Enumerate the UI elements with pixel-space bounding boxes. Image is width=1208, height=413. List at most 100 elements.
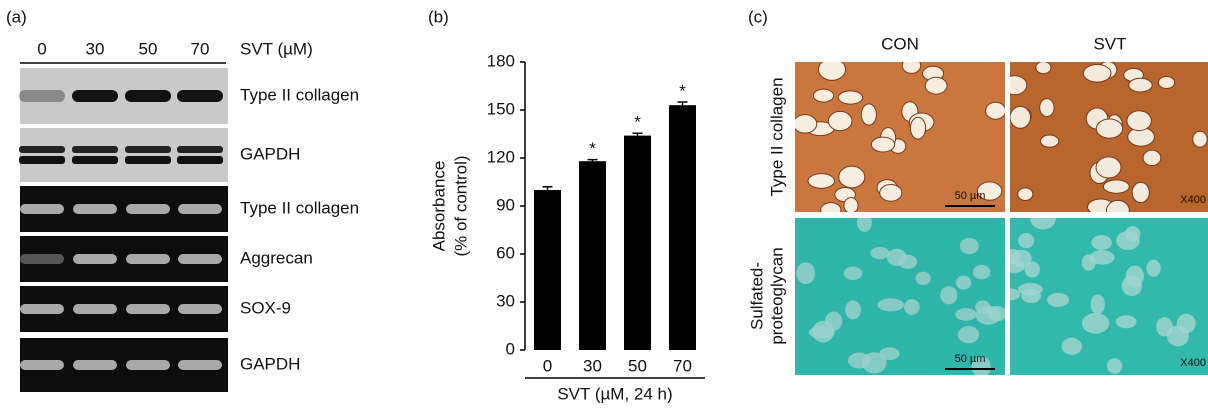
treatment-label: SVT (µM) <box>240 39 313 58</box>
band <box>19 146 65 153</box>
band <box>177 156 223 164</box>
cell <box>1121 275 1143 297</box>
cell <box>940 286 958 305</box>
cell <box>987 305 1005 322</box>
cell <box>915 271 931 286</box>
band <box>72 146 118 153</box>
cell <box>1095 118 1124 139</box>
cell <box>1035 62 1052 75</box>
y-tick-label: 120 <box>487 147 515 166</box>
cell <box>860 103 877 126</box>
x-tick-label: 70 <box>673 356 692 375</box>
cell <box>1010 249 1032 267</box>
significance: * <box>634 113 641 132</box>
micrograph <box>795 62 1005 212</box>
cell <box>1024 261 1041 278</box>
cell <box>1039 98 1055 118</box>
cell <box>1126 110 1152 132</box>
y-tick-label: 30 <box>496 291 515 310</box>
scale-bar-label: 50 µm <box>955 353 986 365</box>
cell <box>898 254 918 269</box>
cell <box>1017 187 1034 202</box>
cell <box>1192 130 1208 148</box>
y-tick-label: 60 <box>496 243 515 262</box>
band <box>72 156 118 164</box>
error-bar <box>677 101 688 106</box>
column-header: SVT <box>1093 34 1126 53</box>
band <box>178 304 222 314</box>
y-tick-label: 150 <box>487 99 515 118</box>
error-bar <box>632 132 643 136</box>
row-label: SOX-9 <box>240 298 291 317</box>
blot <box>20 128 228 182</box>
band <box>178 204 222 214</box>
micrograph <box>1010 62 1208 212</box>
cell <box>1102 179 1130 194</box>
cell <box>1091 235 1113 251</box>
band <box>19 156 65 164</box>
cell <box>901 62 922 74</box>
bar <box>624 135 651 350</box>
cell <box>827 110 853 132</box>
lane-label: 50 <box>139 39 158 58</box>
x-tick-label: 30 <box>583 356 602 375</box>
band <box>73 204 117 214</box>
cell <box>1061 337 1083 355</box>
x-tick-label: 0 <box>543 356 552 375</box>
cell <box>862 352 887 374</box>
band <box>125 90 171 102</box>
row-label: GAPDH <box>240 144 300 163</box>
cell <box>837 90 864 105</box>
cell <box>796 262 816 285</box>
cell <box>817 62 847 81</box>
cell <box>795 114 818 134</box>
cell <box>924 76 948 95</box>
cell <box>1018 282 1043 296</box>
cell <box>955 308 977 321</box>
magnification: X400 <box>1180 357 1206 369</box>
row-label: Type II collagen <box>240 85 359 104</box>
y-tick-label: 90 <box>496 195 515 214</box>
band <box>73 304 117 314</box>
cell <box>1081 254 1096 271</box>
cell <box>909 116 927 140</box>
band <box>73 360 117 370</box>
cell <box>1131 181 1150 204</box>
cell <box>843 266 863 281</box>
cell <box>959 237 979 255</box>
micrograph <box>1010 218 1208 375</box>
band <box>72 90 118 102</box>
band <box>19 90 65 102</box>
cell <box>838 165 866 189</box>
cell <box>1010 105 1032 129</box>
x-axis-label: SVT (µM, 24 h) <box>557 384 672 403</box>
row-label: Type II collagen <box>767 77 786 196</box>
cell <box>971 356 991 375</box>
cell <box>1030 218 1056 230</box>
band <box>20 360 64 370</box>
cell <box>1157 75 1176 90</box>
band <box>20 304 64 314</box>
cell <box>957 326 980 344</box>
band <box>177 146 223 153</box>
panel-label: (c) <box>748 7 768 26</box>
cell <box>1010 288 1021 301</box>
cell <box>845 300 861 320</box>
band <box>126 204 170 214</box>
micrograph <box>795 218 1005 375</box>
row-label: Type II collagen <box>240 198 359 217</box>
y-axis-label: (% of control) <box>451 155 470 256</box>
cell <box>807 173 836 189</box>
cell <box>879 184 903 202</box>
cell <box>843 197 859 212</box>
x-tick-label: 50 <box>628 356 647 375</box>
panel-label: (b) <box>428 7 449 26</box>
cell <box>1128 77 1153 93</box>
cell <box>1010 75 1028 96</box>
cell <box>857 218 872 233</box>
significance: * <box>679 81 686 100</box>
row-label: proteoglycan <box>767 247 786 344</box>
band <box>126 360 170 370</box>
scale-bar-label: 50 µm <box>955 190 986 202</box>
